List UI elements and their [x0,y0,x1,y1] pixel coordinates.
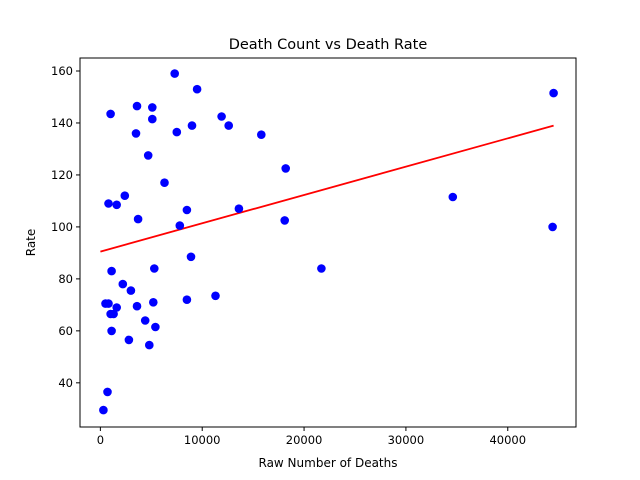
x-axis-label: Raw Number of Deaths [259,456,398,470]
y-axis-ticks: 40 60 80 100 120 140 160 [51,64,80,390]
data-point [106,109,115,119]
data-point [217,112,226,121]
data-point [448,192,458,202]
data-point [257,130,266,139]
data-point [192,84,202,94]
data-point [132,101,142,111]
data-point [224,121,233,130]
data-point [109,309,118,319]
x-tick-label: 30000 [388,433,425,447]
x-tick-label: 10000 [184,433,221,447]
data-point [172,127,182,137]
data-point [211,291,220,301]
y-tick-label: 80 [58,272,73,286]
data-point [182,205,192,215]
data-point [281,164,291,173]
y-tick-label: 100 [51,220,73,234]
data-point [549,88,558,98]
data-point [118,279,128,289]
data-point [140,316,150,325]
data-point [112,303,121,312]
x-axis-ticks: 0 10000 20000 30000 40000 [97,427,526,447]
data-point [548,222,557,232]
x-tick-label: 20000 [286,433,323,447]
chart-title: Death Count vs Death Rate [229,37,428,53]
data-point [124,335,134,345]
data-point [160,178,169,187]
data-point [150,264,159,273]
data-point [145,340,154,350]
y-tick-label: 40 [58,376,73,390]
y-tick-label: 160 [51,64,73,78]
data-point [103,387,112,397]
data-point [187,121,197,130]
data-point [170,69,179,78]
plot-content [99,69,558,415]
plot-frame [79,57,577,428]
data-point [112,200,121,210]
data-point [131,129,141,138]
data-point [280,216,290,225]
data-point [175,221,185,230]
data-point [104,199,113,208]
data-point [148,103,157,112]
data-point [143,151,153,160]
data-point [148,114,157,124]
data-point [149,298,158,307]
data-point [182,295,192,305]
data-point [126,286,136,295]
data-point [107,326,116,336]
y-tick-label: 140 [51,116,73,130]
data-point [99,405,108,415]
data-point [133,214,143,224]
trend-line [100,124,554,253]
y-tick-label: 60 [58,324,73,338]
data-point [104,299,113,308]
data-point [234,204,244,213]
data-point [186,252,196,262]
data-point [132,301,142,311]
data-point [107,266,116,276]
data-point [151,322,160,332]
data-point [120,191,130,200]
data-point [317,264,326,273]
x-tick-label: 0 [97,433,104,447]
y-axis-label: Rate [24,229,38,257]
x-tick-label: 40000 [489,433,526,447]
y-tick-label: 120 [51,168,73,182]
